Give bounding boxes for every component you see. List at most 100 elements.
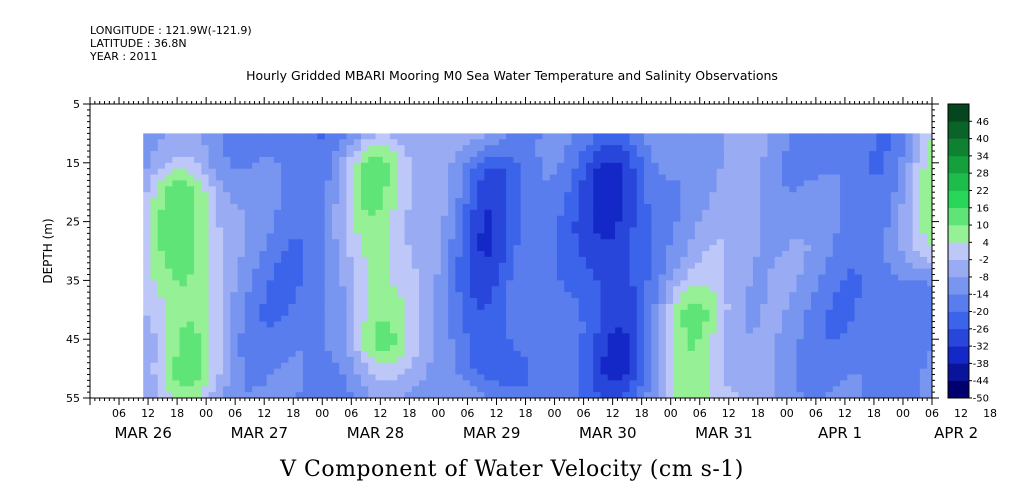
heatmap-cell: [462, 339, 471, 346]
heatmap-cell: [498, 139, 507, 146]
heatmap-cell: [194, 186, 202, 193]
heatmap-cell: [440, 386, 449, 393]
heatmap-cell: [905, 180, 914, 187]
heatmap-cell: [578, 380, 587, 387]
heatmap-cell: [854, 350, 863, 358]
heatmap-cell: [796, 356, 805, 364]
heatmap-cell: [165, 174, 173, 181]
heatmap-cell: [774, 227, 783, 234]
heatmap-cell: [825, 174, 834, 181]
heatmap-cell: [840, 356, 848, 364]
heatmap-cell: [455, 333, 464, 340]
heatmap-cell: [890, 180, 899, 187]
heatmap-cell: [811, 292, 819, 299]
heatmap-cell: [607, 198, 616, 205]
heatmap-cell: [825, 245, 834, 252]
heatmap-cell: [760, 198, 768, 205]
heatmap-cell: [259, 368, 268, 375]
heatmap-cell: [223, 145, 231, 152]
heatmap-cell: [353, 162, 362, 170]
heatmap-cell: [520, 203, 529, 211]
heatmap-cell: [469, 256, 478, 264]
heatmap-cell: [869, 145, 877, 152]
heatmap-cell: [564, 380, 572, 387]
heatmap-cell: [883, 321, 892, 328]
heatmap-cell: [172, 392, 180, 399]
heatmap-cell: [382, 386, 391, 393]
heatmap-cell: [223, 251, 231, 258]
heatmap-cell: [520, 286, 529, 293]
heatmap-cell: [527, 221, 536, 228]
heatmap-cell: [186, 156, 195, 164]
heatmap-cell: [622, 162, 630, 170]
heatmap-cell: [484, 256, 493, 264]
heatmap-cell: [760, 309, 768, 317]
heatmap-cell: [143, 392, 151, 399]
heatmap-cell: [331, 333, 340, 340]
heatmap-cell: [578, 303, 587, 311]
heatmap-cell: [419, 145, 427, 152]
heatmap-cell: [513, 356, 522, 364]
heatmap-cell: [433, 133, 442, 140]
heatmap-cell: [506, 221, 514, 228]
heatmap-cell: [172, 303, 180, 311]
heatmap-cell: [411, 209, 420, 217]
heatmap-cell: [774, 286, 783, 293]
heatmap-cell: [709, 145, 718, 152]
heatmap-cell: [390, 356, 398, 364]
heatmap-cell: [527, 350, 536, 358]
heatmap-cell: [586, 327, 594, 334]
heatmap-cell: [295, 180, 304, 187]
heatmap-cell: [593, 198, 601, 205]
heatmap-cell: [346, 151, 355, 158]
heatmap-cell: [469, 286, 478, 293]
heatmap-cell: [651, 180, 659, 187]
heatmap-cell: [339, 309, 347, 317]
heatmap-cell: [912, 327, 921, 334]
heatmap-cell: [273, 333, 282, 340]
heatmap-cell: [789, 151, 797, 158]
heatmap-cell: [266, 298, 275, 305]
heatmap-cell: [462, 362, 471, 369]
heatmap-cell: [186, 221, 195, 228]
heatmap-cell: [382, 356, 391, 364]
heatmap-cell: [629, 327, 638, 334]
heatmap-cell: [477, 133, 485, 140]
heatmap-cell: [738, 298, 747, 305]
heatmap-cell: [310, 198, 318, 205]
heatmap-cell: [752, 315, 761, 322]
heatmap-cell: [244, 268, 253, 275]
heatmap-cell: [774, 156, 783, 164]
heatmap-cell: [252, 174, 260, 181]
heatmap-cell: [448, 386, 456, 393]
heatmap-cell: [549, 256, 558, 264]
heatmap-cell: [680, 268, 689, 275]
heatmap-cell: [433, 321, 442, 328]
heatmap-cell: [397, 386, 405, 393]
heatmap-cell: [789, 233, 797, 240]
heatmap-cell: [506, 350, 514, 358]
heatmap-cell: [687, 368, 696, 375]
heatmap-cell: [593, 151, 601, 158]
heatmap-cell: [549, 262, 558, 270]
heatmap-cell: [709, 380, 718, 387]
heatmap-cell: [593, 186, 601, 193]
heatmap-cell: [513, 227, 522, 234]
heatmap-cell: [433, 268, 442, 275]
heatmap-cell: [781, 239, 790, 246]
heatmap-cell: [411, 203, 420, 211]
heatmap-cell: [281, 292, 289, 299]
heatmap-cell: [607, 309, 616, 317]
heatmap-cell: [789, 256, 797, 264]
heatmap-cell: [912, 298, 921, 305]
heatmap-cell: [281, 156, 289, 164]
heatmap-cell: [448, 256, 456, 264]
heatmap-cell: [636, 227, 645, 234]
heatmap-cell: [767, 321, 776, 328]
heatmap-cell: [266, 303, 275, 311]
heatmap-cell: [752, 251, 761, 258]
heatmap-cell: [629, 386, 638, 393]
heatmap-cell: [143, 368, 151, 375]
heatmap-cell: [680, 327, 689, 334]
heatmap-cell: [673, 139, 681, 146]
